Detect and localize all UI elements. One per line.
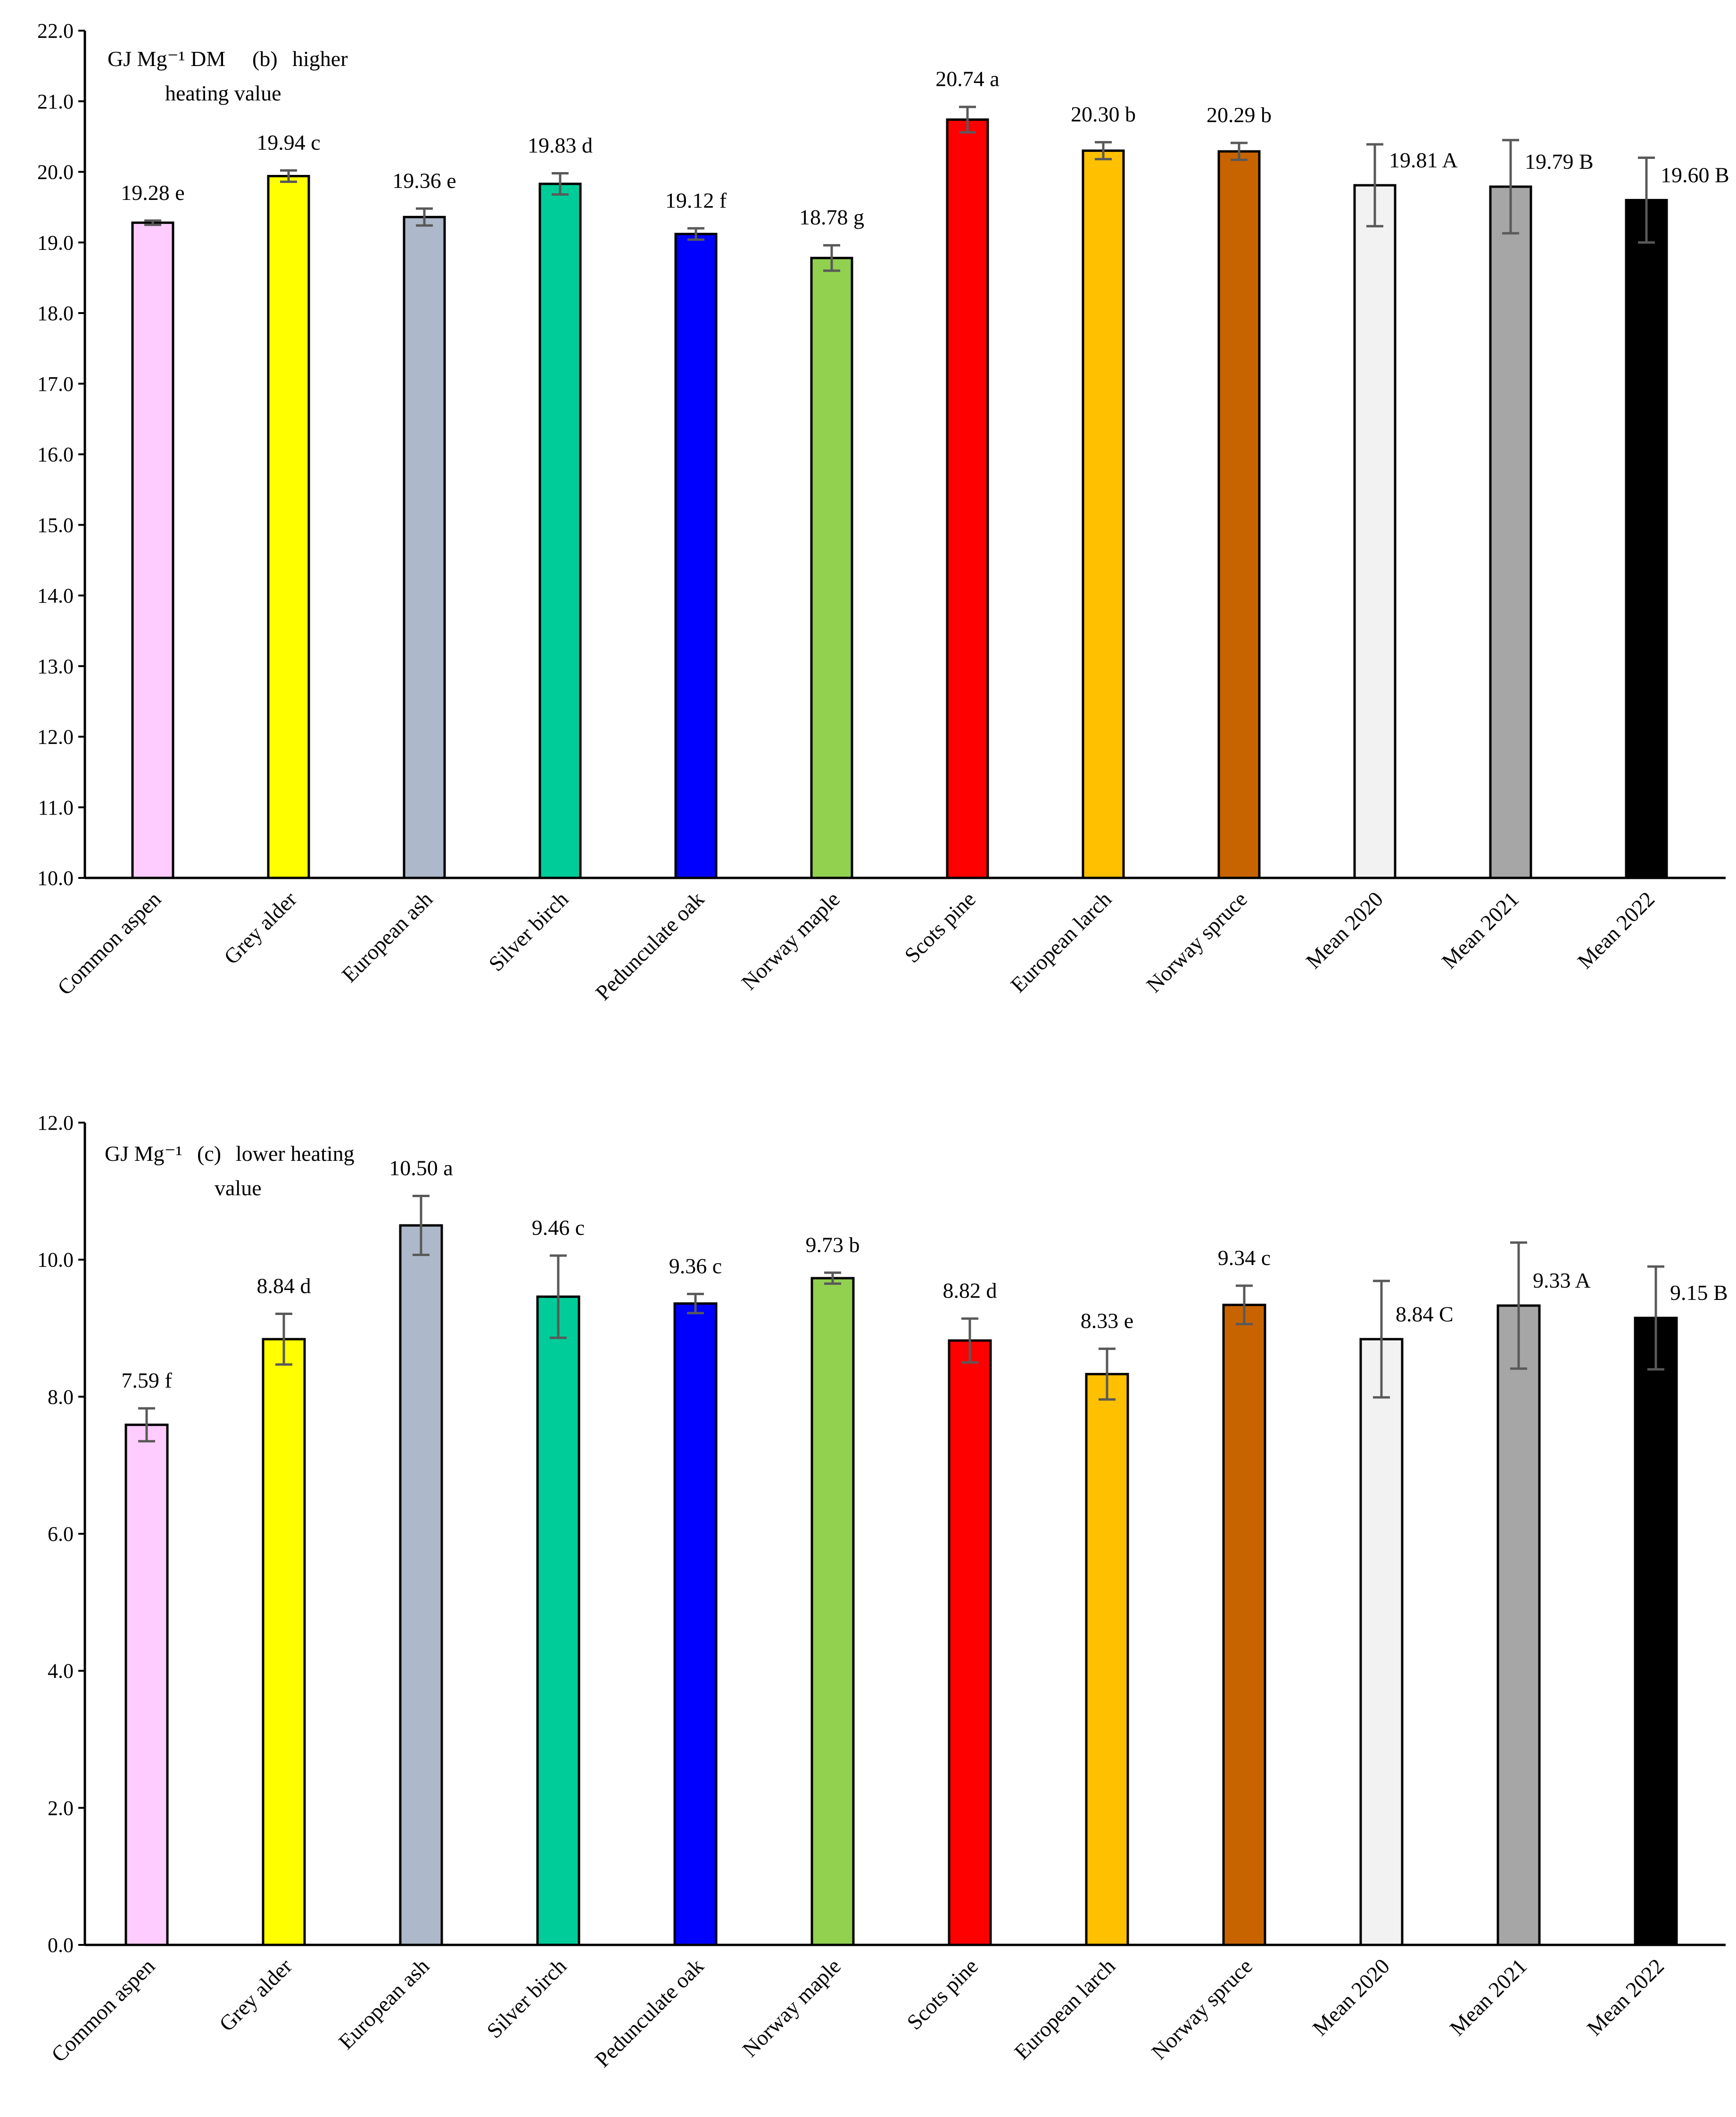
data-label-scots-pine: 20.74 a — [935, 67, 999, 91]
bar-norway-maple — [810, 256, 853, 879]
panel-letter: (c) — [197, 1141, 221, 1166]
bar-norway-spruce — [1217, 150, 1261, 879]
bar-mean-2022 — [1634, 1316, 1678, 1946]
bar-grey-alder — [267, 174, 310, 879]
y-tick-label: 14.0 — [37, 584, 74, 607]
data-label-silver-birch: 19.83 d — [528, 133, 593, 157]
data-label-mean-2021: 9.33 A — [1533, 1268, 1591, 1292]
y-tick-label: 2.0 — [48, 1796, 74, 1819]
data-label-european-ash: 10.50 a — [389, 1156, 453, 1180]
bar-european-larch — [1085, 1373, 1129, 1946]
data-label-norway-maple: 18.78 g — [799, 205, 864, 229]
data-label-grey-alder: 19.94 c — [256, 131, 320, 155]
y-tick-label: 13.0 — [37, 655, 74, 678]
data-label-mean-2022: 19.60 B — [1661, 163, 1729, 187]
y-tick-label: 6.0 — [48, 1522, 74, 1546]
data-label-pedunculate-oak: 9.36 c — [669, 1254, 722, 1278]
y-tick-label: 10.0 — [37, 1249, 74, 1272]
y-tick-label: 0.0 — [48, 1934, 74, 1957]
y-tick-label: 10.0 — [37, 867, 74, 890]
unit-label: GJ Mg⁻¹ — [105, 1141, 182, 1166]
bar-pedunculate-oak — [674, 232, 718, 879]
data-label-norway-maple: 9.73 b — [806, 1232, 860, 1257]
bar-european-ash — [403, 215, 446, 879]
data-label-mean-2020: 19.81 A — [1389, 148, 1458, 172]
panel-letter: (b) — [252, 47, 278, 71]
y-tick-group: 10.0 11.0 12.0 13.0 14.0 15.0 16.0 17.0 18.0 19.0… — [37, 19, 85, 890]
data-label-european-larch: 8.33 e — [1081, 1309, 1133, 1333]
bar-norway-spruce — [1222, 1304, 1266, 1946]
data-label-pedunculate-oak: 19.12 f — [665, 188, 727, 212]
bar-mean-2020 — [1353, 184, 1397, 879]
bar-mean-2020 — [1359, 1338, 1404, 1946]
bar-common-aspen — [131, 221, 174, 879]
bar-series-group: 7.59 f 8.84 d 10.50 a 9.46 c 9.36 c 9.73 b 8.8… — [121, 1156, 1728, 1946]
bar-scots-pine — [948, 1339, 992, 1946]
bar-mean-2022 — [1625, 198, 1668, 879]
data-label-grey-alder: 8.84 d — [257, 1274, 311, 1298]
y-tick-group: 0.0 2.0 4.0 6.0 8.0 10.0 12.0 — [37, 1111, 85, 1957]
y-tick-label: 15.0 — [37, 513, 74, 537]
chart-panel-higher-heating-value: 19.28 e 19.94 c 19.36 e 19.83 d 19.12 f 18.78… — [37, 19, 1729, 1005]
y-tick-label: 11.0 — [38, 796, 74, 819]
bar-series-group: 19.28 e 19.94 c 19.36 e 19.83 d 19.12 f 18.78… — [121, 67, 1729, 879]
data-label-common-aspen: 19.28 e — [121, 181, 184, 205]
data-label-mean-2020: 8.84 C — [1396, 1302, 1454, 1326]
bar-european-larch — [1082, 149, 1125, 879]
y-tick-label: 4.0 — [48, 1660, 74, 1683]
y-tick-label: 12.0 — [37, 1111, 74, 1134]
bar-european-ash — [399, 1224, 443, 1946]
y-tick-label: 20.0 — [37, 161, 74, 184]
data-label-silver-birch: 9.46 c — [532, 1216, 585, 1240]
bar-pedunculate-oak — [673, 1302, 718, 1946]
title-line-2: value — [215, 1176, 262, 1200]
data-label-common-aspen: 7.59 f — [121, 1368, 172, 1392]
data-label-european-ash: 19.36 e — [392, 168, 456, 192]
bar-norway-maple — [810, 1277, 855, 1946]
y-tick-label: 12.0 — [37, 726, 74, 749]
y-tick-label: 22.0 — [37, 19, 74, 42]
y-tick-label: 8.0 — [48, 1385, 74, 1408]
bar-mean-2021 — [1489, 185, 1532, 879]
y-tick-label: 19.0 — [37, 231, 74, 254]
bar-common-aspen — [124, 1423, 169, 1946]
unit-label: GJ Mg⁻¹ DM — [107, 47, 225, 71]
data-label-norway-spruce: 9.34 c — [1218, 1246, 1271, 1270]
bar-silver-birch — [538, 182, 582, 879]
data-label-mean-2022: 9.15 B — [1670, 1281, 1728, 1305]
data-label-scots-pine: 8.82 d — [943, 1279, 997, 1303]
title-line-1: higher — [292, 47, 348, 71]
bar-mean-2021 — [1496, 1304, 1541, 1946]
bar-silver-birch — [536, 1295, 580, 1946]
y-tick-label: 17.0 — [37, 372, 74, 396]
bar-grey-alder — [262, 1338, 306, 1946]
data-label-mean-2021: 19.79 B — [1525, 149, 1594, 174]
y-tick-label: 18.0 — [37, 302, 74, 325]
data-label-european-larch: 20.30 b — [1071, 102, 1136, 126]
bar-scots-pine — [946, 118, 989, 879]
title-line-1: lower heating — [236, 1141, 355, 1166]
y-tick-label: 21.0 — [37, 90, 74, 113]
y-tick-label: 16.0 — [37, 443, 74, 466]
title-line-2: heating value — [165, 81, 281, 105]
data-label-norway-spruce: 20.29 b — [1207, 103, 1272, 127]
